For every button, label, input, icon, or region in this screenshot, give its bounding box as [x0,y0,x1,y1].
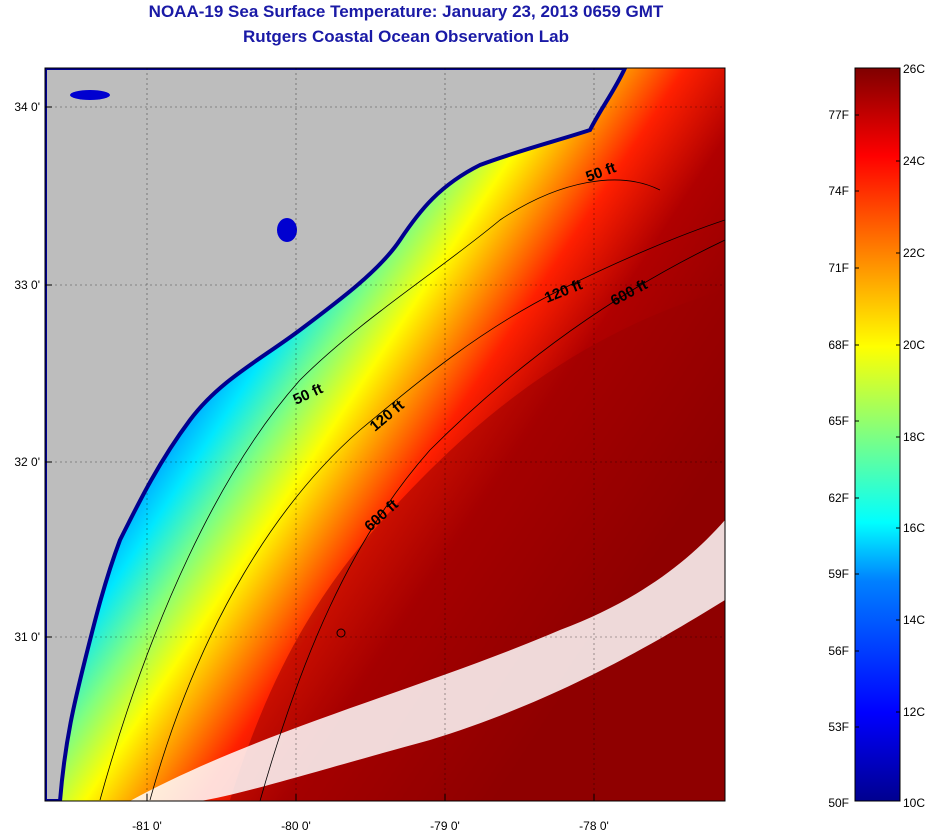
map-frame [44,67,726,802]
colorbar-f-label: 77F [828,108,849,122]
isobath-600ft [259,239,725,801]
inland-lake [70,90,110,100]
graticule [45,68,725,801]
colorbar-f-label: 71F [828,261,849,275]
lat-tick-label: 33 0' [14,278,40,292]
isobath-120ft [149,219,725,801]
colorbar-f-label: 56F [828,644,849,658]
colorbar-f-label: 50F [828,796,849,810]
colorbar-gradient [854,67,901,802]
lon-tick-label: -81 0' [132,819,162,832]
colorbar-c-label: 18C [903,430,925,444]
lat-tick-label: 32 0' [14,455,40,469]
colorbar-f-label: 68F [828,338,849,352]
map-image [45,68,725,801]
colorbar-c-label: 16C [903,521,925,535]
colorbar-f-label: 62F [828,491,849,505]
gulf-stream-core [230,290,725,801]
lat-tick-label: 31 0' [14,630,40,644]
isobath-50ft [99,179,661,801]
map-subtitle: Rutgers Coastal Ocean Observation Lab [243,27,569,46]
colorbar: 77F 74F 71F 68F 65F 62F 59F 56F 53F 50F … [828,62,925,810]
lon-tick-label: -78 0' [579,819,609,832]
colorbar-c-label: 12C [903,705,925,719]
colorbar-c-label: 10C [903,796,925,810]
lon-tick-label: -80 0' [281,819,311,832]
colorbar-f-label: 59F [828,567,849,581]
axis-ticks [45,106,595,801]
lat-tick-label: 34 0' [14,100,40,114]
colorbar-c-label: 14C [903,613,925,627]
colorbar-c-label: 26C [903,62,925,76]
map-title: NOAA-19 Sea Surface Temperature: January… [148,2,664,21]
colorbar-f-label: 53F [828,720,849,734]
colorbar-c-label: 22C [903,246,925,260]
colorbar-f-label: 74F [828,184,849,198]
buoy-marker [336,628,346,638]
lake-marion [277,218,297,242]
colorbar-c-label: 20C [903,338,925,352]
land-mass [45,68,628,801]
colorbar-c-label: 24C [903,154,925,168]
cloud-cover [130,520,725,801]
colorbar-f-label: 65F [828,414,849,428]
lon-tick-label: -79 0' [430,819,460,832]
